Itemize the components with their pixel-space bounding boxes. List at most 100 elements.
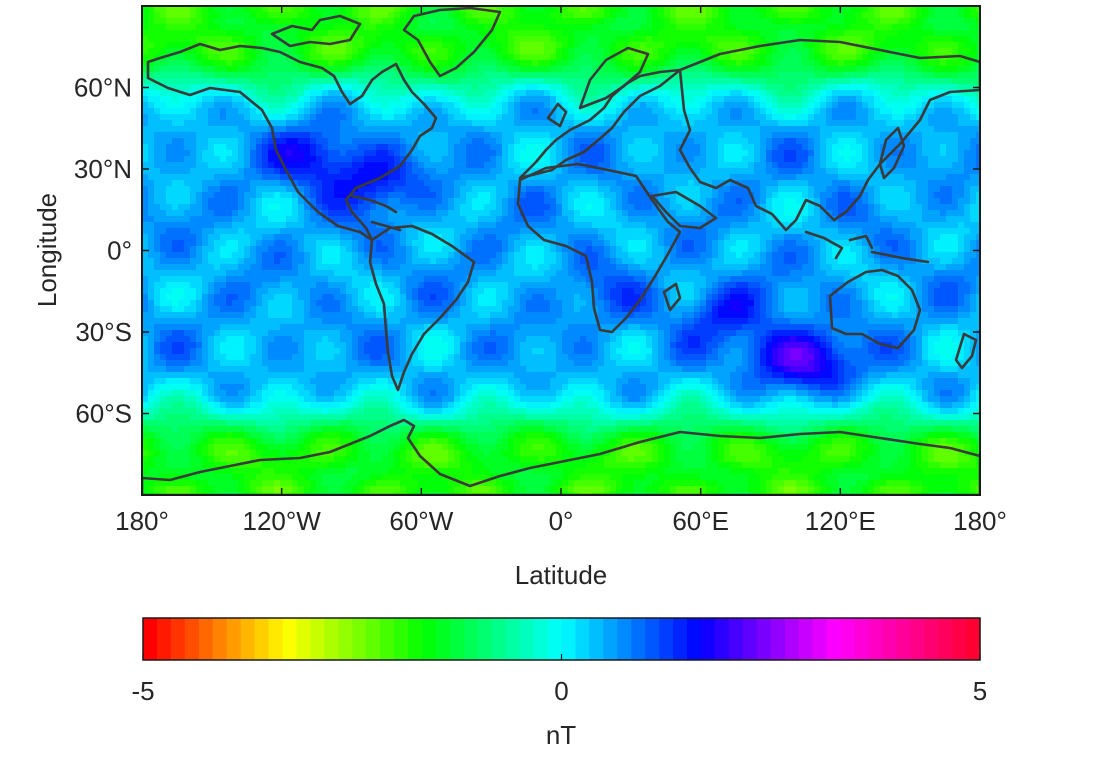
field-cell: [328, 108, 335, 115]
field-cell: [172, 312, 179, 319]
field-cell: [190, 48, 197, 55]
field-cell: [220, 432, 227, 439]
field-cell: [316, 126, 323, 133]
field-cell: [322, 306, 329, 313]
field-cell: [412, 480, 419, 487]
field-cell: [466, 324, 473, 331]
field-cell: [400, 102, 407, 109]
field-cell: [328, 114, 335, 121]
field-cell: [148, 336, 155, 343]
field-cell: [484, 114, 491, 121]
field-cell: [484, 348, 491, 355]
field-cell: [466, 420, 473, 427]
field-cell: [466, 348, 473, 355]
field-cell: [400, 342, 407, 349]
field-cell: [244, 174, 251, 181]
field-cell: [232, 366, 239, 373]
field-cell: [280, 24, 287, 31]
field-cell: [280, 36, 287, 43]
field-cell: [400, 138, 407, 145]
field-cell: [238, 168, 245, 175]
field-cell: [220, 30, 227, 37]
field-cell: [280, 174, 287, 181]
field-cell: [316, 360, 323, 367]
field-cell: [304, 456, 311, 463]
field-cell: [484, 378, 491, 385]
field-cell: [250, 252, 257, 259]
field-cell: [268, 72, 275, 79]
field-cell: [262, 402, 269, 409]
field-cell: [322, 60, 329, 67]
field-cell: [172, 234, 179, 241]
field-cell: [502, 234, 509, 241]
field-cell: [466, 390, 473, 397]
field-cell: [382, 444, 389, 451]
field-cell: [448, 360, 455, 367]
field-cell: [400, 78, 407, 85]
field-cell: [172, 300, 179, 307]
field-cell: [364, 444, 371, 451]
field-cell: [184, 276, 191, 283]
field-cell: [364, 336, 371, 343]
field-cell: [418, 330, 425, 337]
field-cell: [346, 384, 353, 391]
field-cell: [178, 432, 185, 439]
field-cell: [196, 174, 203, 181]
field-cell: [472, 228, 479, 235]
field-cell: [310, 330, 317, 337]
field-cell: [490, 174, 497, 181]
field-cell: [310, 426, 317, 433]
field-cell: [256, 366, 263, 373]
field-cell: [220, 390, 227, 397]
field-cell: [322, 102, 329, 109]
field-cell: [448, 468, 455, 475]
field-cell: [256, 168, 263, 175]
field-cell: [166, 276, 173, 283]
field-cell: [388, 90, 395, 97]
field-cell: [340, 402, 347, 409]
field-cell: [244, 270, 251, 277]
field-cell: [238, 150, 245, 157]
field-cell: [202, 72, 209, 79]
field-cell: [430, 396, 437, 403]
field-cell: [262, 354, 269, 361]
field-cell: [334, 468, 341, 475]
field-cell: [388, 144, 395, 151]
field-cell: [286, 102, 293, 109]
field-cell: [412, 396, 419, 403]
field-cell: [298, 480, 305, 487]
field-cell: [208, 150, 215, 157]
field-cell: [274, 126, 281, 133]
field-cell: [268, 36, 275, 43]
field-cell: [292, 120, 299, 127]
field-cell: [448, 390, 455, 397]
field-cell: [406, 48, 413, 55]
field-cell: [148, 258, 155, 265]
field-cell: [268, 486, 275, 493]
field-cell: [208, 240, 215, 247]
field-cell: [442, 330, 449, 337]
field-cell: [316, 234, 323, 241]
field-cell: [454, 72, 461, 79]
field-cell: [394, 282, 401, 289]
field-cell: [202, 390, 209, 397]
field-cell: [160, 456, 167, 463]
field-cell: [184, 384, 191, 391]
field-cell: [502, 150, 509, 157]
field-cell: [256, 126, 263, 133]
field-cell: [430, 162, 437, 169]
field-cell: [412, 186, 419, 193]
field-cell: [388, 456, 395, 463]
field-cell: [178, 462, 185, 469]
field-cell: [388, 132, 395, 139]
field-cell: [496, 342, 503, 349]
field-cell: [202, 192, 209, 199]
field-cell: [364, 360, 371, 367]
field-cell: [292, 252, 299, 259]
field-cell: [388, 336, 395, 343]
field-cell: [208, 126, 215, 133]
field-cell: [268, 222, 275, 229]
field-cell: [238, 408, 245, 415]
field-cell: [490, 288, 497, 295]
field-cell: [310, 6, 317, 13]
